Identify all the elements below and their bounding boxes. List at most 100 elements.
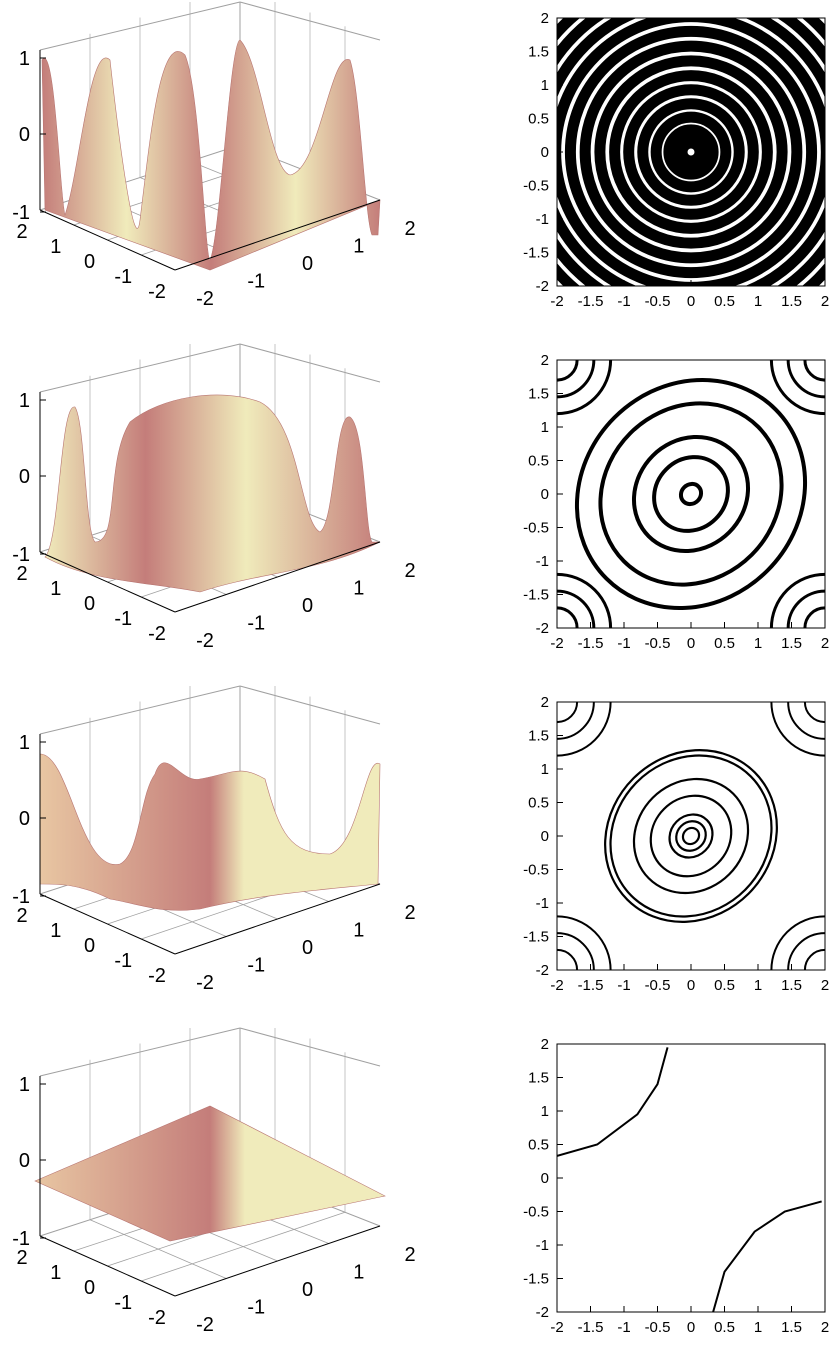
x-tick-label: 1 (754, 635, 762, 652)
x-tick-label: -0.5 (645, 635, 671, 652)
x-tick-label: 1 (754, 293, 762, 310)
x-tick-label: 1.5 (781, 635, 802, 652)
contour-line (652, 455, 730, 533)
right-axis-tick-label: -1 (247, 955, 265, 977)
y-tick-label: -1 (536, 553, 549, 570)
contour-line (650, 111, 732, 193)
y-tick-label: 1.5 (528, 1070, 549, 1087)
x-tick-label: -1 (617, 635, 630, 652)
right-axis-tick-label: 2 (404, 902, 415, 924)
left-axis-tick-label: 2 (16, 1247, 27, 1269)
left-axis-tick-label: 0 (84, 593, 95, 615)
x-tick-label: -2 (550, 1319, 563, 1336)
right-axis-tick-label: -1 (247, 1297, 265, 1319)
floor-grid-line (141, 1211, 346, 1282)
y-tick-label: 1 (541, 761, 549, 778)
z-tick-label: 0 (19, 1150, 30, 1172)
left-axis-tick-label: -2 (148, 1307, 166, 1329)
left-axis-tick-label: -1 (114, 608, 132, 630)
y-tick-label: 1 (541, 1103, 549, 1120)
left-axis-tick-label: 2 (16, 905, 27, 927)
x-tick-label: 0.5 (714, 293, 735, 310)
y-tick-label: -2 (536, 620, 549, 637)
y-tick-label: -0.5 (523, 1204, 549, 1221)
contour-line (649, 794, 733, 878)
y-axis-line (39, 893, 176, 955)
left-axis-tick-label: -2 (148, 281, 166, 303)
y-tick-label: -1 (536, 895, 549, 912)
y-tick-label: -0.5 (523, 862, 549, 879)
z-tick-label: -1 (12, 202, 30, 224)
contour-line (579, 40, 803, 264)
contour-plot-4: 2 1.5 1 0.5 0 -0.5 -1 -1.5 -2-2 -1.5 -1 -0.5 0 0.5 1 1.… (523, 1036, 829, 1336)
x-tick-label: 1 (754, 1319, 762, 1336)
y-tick-label: 1.5 (528, 44, 549, 61)
z-tick-label: 1 (19, 1074, 30, 1096)
x-tick-label: 0.5 (714, 1319, 735, 1336)
right-axis-tick-label: 0 (302, 595, 313, 617)
left-axis-tick-label: 1 (50, 1262, 61, 1284)
x-tick-label: -1.5 (578, 1319, 604, 1336)
right-axis-tick-label: -2 (196, 630, 214, 652)
contour-line (675, 820, 707, 852)
right-axis-tick-label: 0 (302, 1279, 313, 1301)
x-tick-label: -0.5 (645, 293, 671, 310)
contour-line (594, 55, 788, 249)
contour-line (609, 70, 773, 234)
contour-line (663, 124, 719, 180)
y-tick-label: -1.5 (523, 929, 549, 946)
x-tick-label: -1.5 (578, 635, 604, 652)
left-axis-tick-label: -1 (114, 266, 132, 288)
right-axis-tick-label: -2 (196, 288, 214, 310)
y-axis-line (39, 551, 176, 613)
x-axis-line (174, 541, 381, 613)
x-tick-label: -1.5 (578, 977, 604, 994)
contour-lines (557, 360, 825, 628)
contour-lines (557, 702, 825, 970)
z-tick-label: 0 (19, 808, 30, 830)
z-tick-label: -1 (12, 544, 30, 566)
x-tick-label: 1.5 (781, 1319, 802, 1336)
left-axis-tick-label: 0 (84, 251, 95, 273)
plot-frame (556, 359, 826, 629)
y-tick-label: 0.5 (528, 453, 549, 470)
contour-lines (557, 1047, 822, 1312)
right-axis-tick-label: -2 (196, 972, 214, 994)
left-axis-tick-label: 1 (50, 578, 61, 600)
left-axis-tick-label: -1 (114, 950, 132, 972)
y-tick-label: -0.5 (523, 520, 549, 537)
x-tick-label: 0 (687, 1319, 695, 1336)
z-tick-label: 0 (19, 466, 30, 488)
x-tick-label: -0.5 (645, 977, 671, 994)
y-tick-label: -1 (536, 211, 549, 228)
x-tick-label: 1 (754, 977, 762, 994)
right-axis-tick-label: -1 (247, 613, 265, 635)
z-tick-label: 0 (19, 124, 30, 146)
left-axis-tick-label: 0 (84, 935, 95, 957)
y-axis-line (39, 1235, 176, 1297)
contour-line (598, 401, 784, 587)
right-axis-tick-label: 2 (404, 218, 415, 240)
contour-line (631, 434, 751, 554)
y-tick-label: 2 (541, 694, 549, 711)
x-tick-label: 2 (821, 977, 829, 994)
left-axis-tick-label: -2 (148, 965, 166, 987)
x-tick-label: 0.5 (714, 977, 735, 994)
z-tick-label: 1 (19, 390, 30, 412)
left-axis-tick-label: 1 (50, 236, 61, 258)
contour-line (681, 826, 701, 846)
right-axis-tick-label: 2 (404, 1244, 415, 1266)
x-tick-label: -0.5 (645, 1319, 671, 1336)
contour-line (712, 1200, 822, 1312)
contour-line (609, 754, 773, 918)
y-axis-line (39, 209, 176, 271)
right-axis-tick-label: -2 (196, 1314, 214, 1336)
plot-frame (556, 1043, 826, 1313)
surface-shape (39, 753, 381, 911)
y-tick-label: -1.5 (523, 587, 549, 604)
contour-line (604, 749, 778, 923)
